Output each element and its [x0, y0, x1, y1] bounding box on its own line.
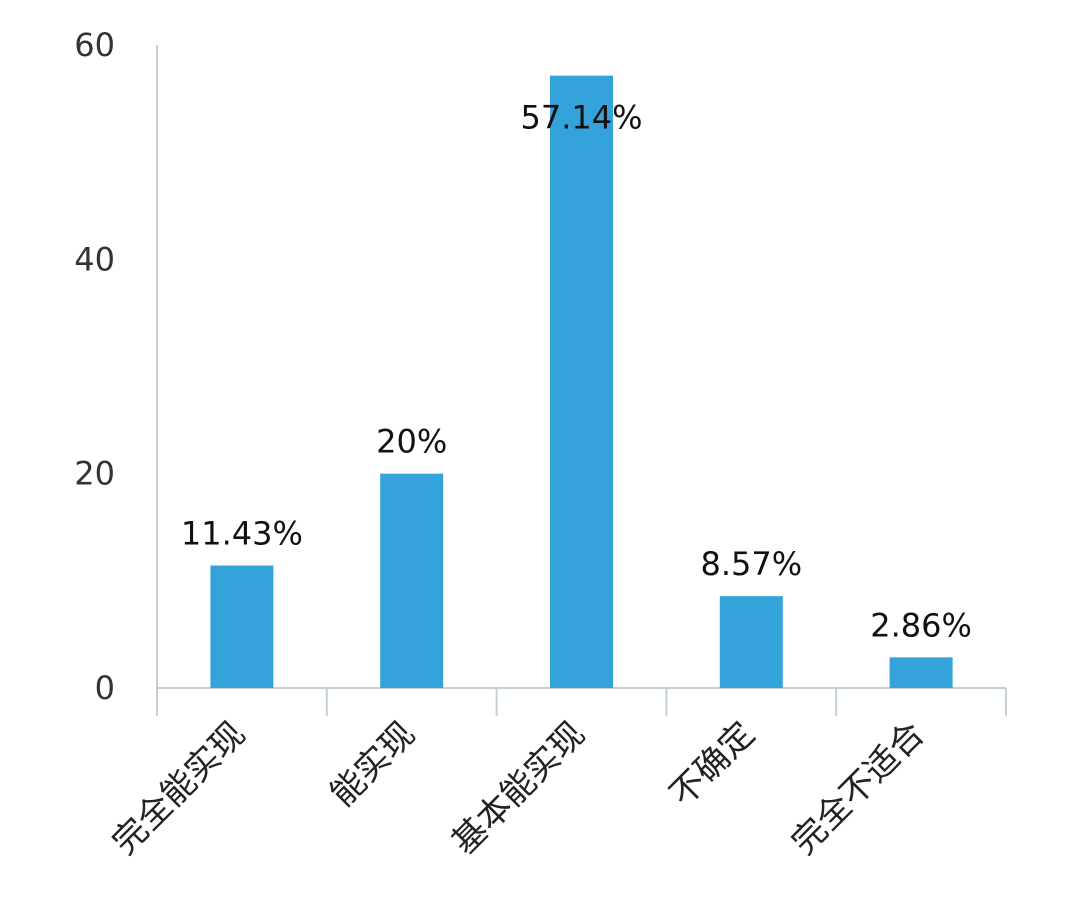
x-axis-labels: 完全能实现 能实现 基本能实现 不确定 完全不适合	[105, 714, 933, 862]
bar	[889, 657, 953, 688]
y-tick-label: 40	[74, 240, 115, 278]
x-category-label: 完全不适合	[784, 714, 932, 862]
bar	[210, 565, 274, 688]
x-axis-ticks	[156, 688, 1007, 716]
y-tick-label: 20	[74, 455, 115, 493]
x-category-label: 不确定	[662, 714, 762, 814]
bar	[380, 473, 444, 688]
data-label: 20%	[376, 423, 447, 461]
data-label: 11.43%	[181, 515, 303, 553]
data-labels: 11.43% 20% 57.14% 8.57% 2.86%	[181, 99, 972, 645]
x-category-label: 完全能实现	[105, 714, 253, 862]
x-category-label: 基本能实现	[444, 714, 592, 862]
x-category-label: 能实现	[323, 714, 423, 814]
y-axis-ticks: 0 20 40 60	[74, 26, 115, 707]
bar	[719, 596, 783, 688]
bar	[550, 75, 613, 689]
data-label: 2.86%	[870, 606, 972, 644]
y-tick-label: 0	[95, 669, 115, 707]
y-tick-label: 60	[74, 26, 115, 64]
data-label: 57.14%	[520, 99, 642, 137]
bar-series	[210, 75, 953, 689]
data-label: 8.57%	[700, 545, 802, 583]
